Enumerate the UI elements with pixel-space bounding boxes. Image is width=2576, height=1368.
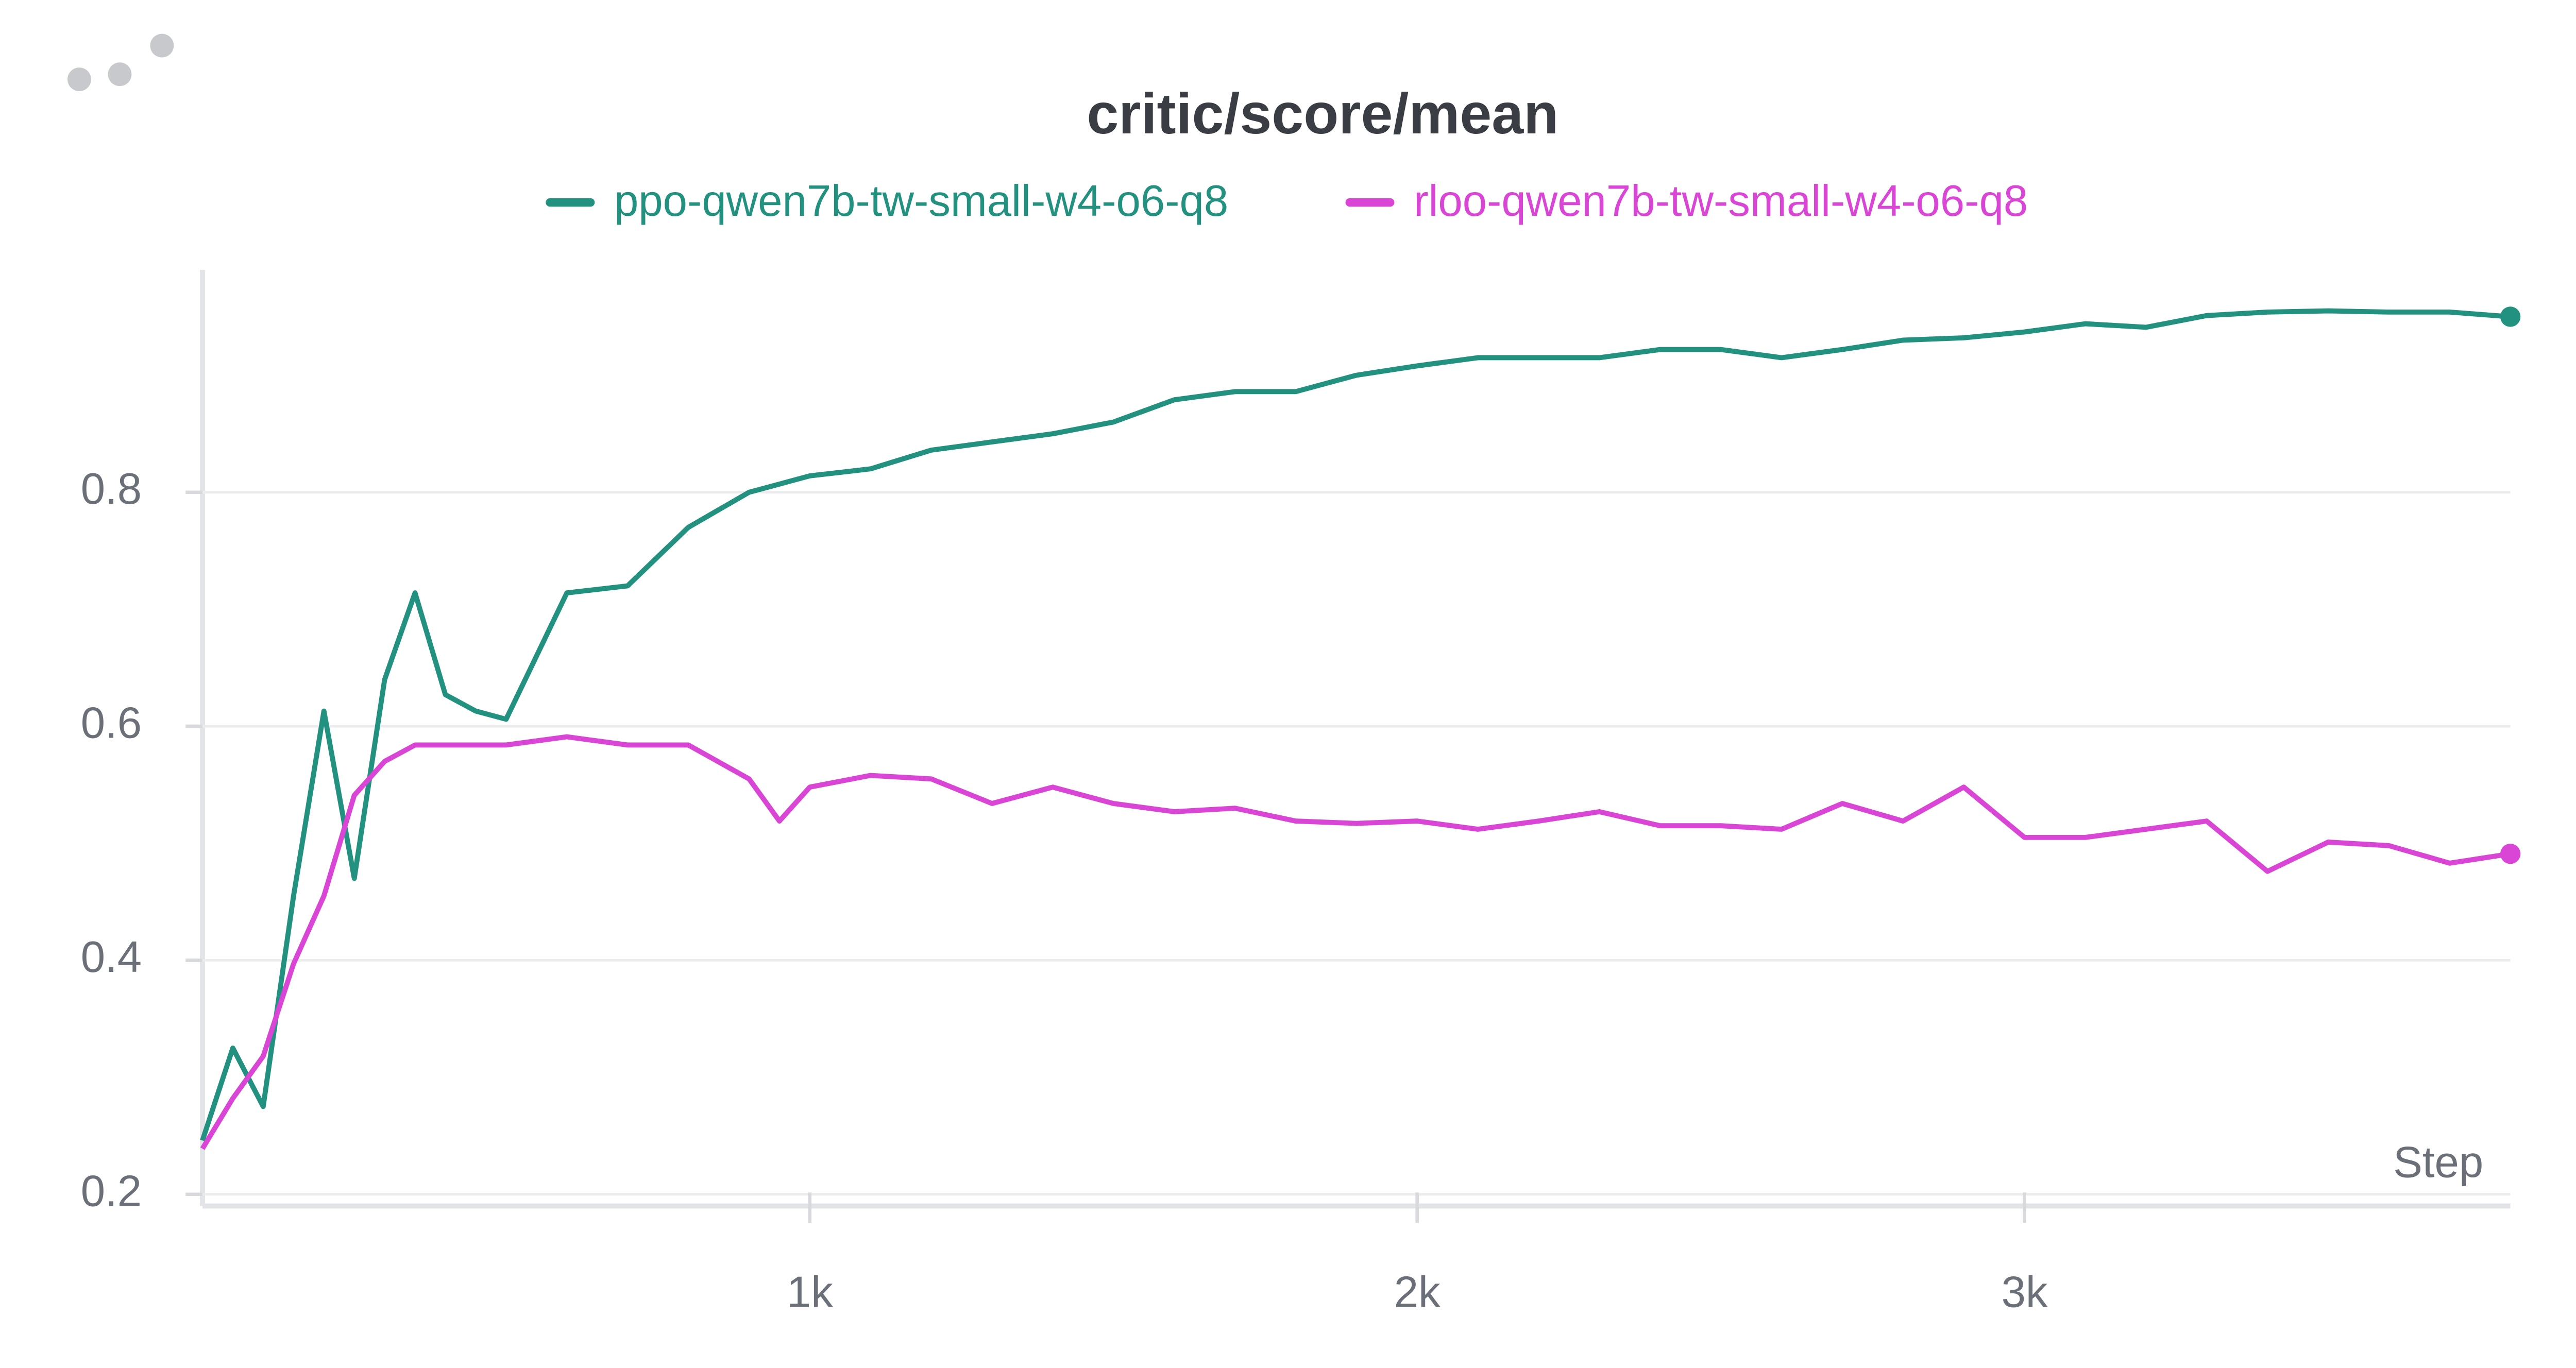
series-line bbox=[200, 734, 2511, 1150]
x-tick-label: 3k bbox=[2002, 1268, 2048, 1317]
chart-title: critic/score/mean bbox=[1087, 81, 1558, 146]
legend: ppo-qwen7b-tw-small-w4-o6-q8 rloo-qwen7b-… bbox=[546, 177, 2028, 226]
legend-label: rloo-qwen7b-tw-small-w4-o6-q8 bbox=[1414, 177, 2028, 226]
x-tick-label: 1k bbox=[787, 1268, 833, 1317]
menu-dots[interactable] bbox=[67, 33, 174, 91]
end-point bbox=[2500, 844, 2521, 864]
x-tick-label: 2k bbox=[1394, 1268, 1440, 1317]
y-tick-label: 0.4 bbox=[81, 933, 142, 982]
x-axis-label: Step bbox=[2393, 1138, 2483, 1187]
series-line bbox=[200, 308, 2511, 1141]
end-point bbox=[2500, 306, 2521, 327]
y-tick-label: 0.2 bbox=[81, 1167, 142, 1216]
grid: 0.2 0.4 0.6 0.8 1k 2k 3k bbox=[81, 270, 2511, 1317]
plot-area bbox=[200, 306, 2521, 1150]
y-tick-label: 0.6 bbox=[81, 699, 142, 748]
y-tick-label: 0.8 bbox=[81, 465, 142, 514]
legend-label: ppo-qwen7b-tw-small-w4-o6-q8 bbox=[614, 177, 1228, 226]
